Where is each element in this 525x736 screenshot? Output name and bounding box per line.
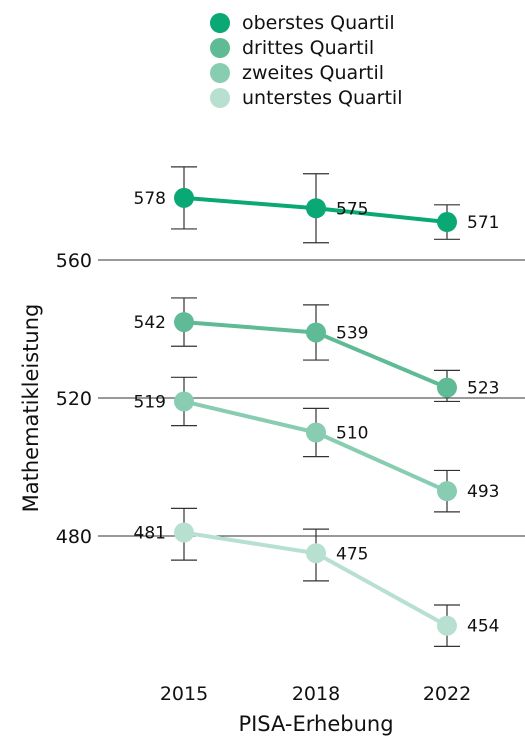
data-label: 493 [467,482,499,502]
series-oberstes-quartil: 578 575 571 [134,166,499,244]
x-tick-label-2022: 2022 [423,683,471,705]
x-axis-title: PISA-Erhebung [238,712,393,736]
legend-item-drittes-quartil: drittes Quartil [210,35,402,60]
series-layer: 578 575 571 542 539 523 519 510 493 481 475 454 [134,166,499,648]
data-label: 454 [467,617,499,637]
y-tick-label-480: 480 [56,526,92,548]
data-point [437,212,457,233]
data-label: 542 [134,313,166,333]
series-drittes-quartil: 542 539 523 [134,297,499,403]
legend-label-unterstes-quartil: unterstes Quartil [242,86,403,109]
legend-marker-zweites-quartil-icon [210,62,230,83]
data-label: 510 [336,424,368,444]
legend-label-oberstes-quartil: oberstes Quartil [242,11,395,34]
data-label: 475 [336,544,368,564]
data-point [306,198,326,219]
data-label: 578 [134,189,166,209]
legend-marker-unterstes-quartil-icon [210,87,230,108]
y-tick-label-560: 560 [56,250,92,272]
data-point [174,522,194,543]
data-label: 575 [336,199,368,219]
y-axis-title: Mathematikleistung [19,304,43,513]
x-axis: 2015 2018 2022 [160,683,471,705]
x-tick-label-2018: 2018 [292,683,340,705]
series-zweites-quartil: 519 510 493 [134,376,499,513]
data-point [174,312,194,333]
legend-marker-drittes-quartil-icon [210,37,230,58]
data-point [437,615,457,636]
data-point [306,422,326,443]
grid: 480 520 560 [56,250,525,548]
legend-label-zweites-quartil: zweites Quartil [242,61,385,84]
data-label: 481 [134,524,166,544]
x-tick-label-2015: 2015 [160,683,208,705]
legend-item-oberstes-quartil: oberstes Quartil [210,10,402,35]
data-point [437,481,457,502]
data-label: 523 [467,379,499,399]
data-point [174,187,194,208]
legend-label-drittes-quartil: drittes Quartil [242,36,375,59]
legend-item-zweites-quartil: zweites Quartil [210,60,402,85]
data-label: 519 [134,392,166,412]
legend-marker-oberstes-quartil-icon [210,12,230,33]
legend: oberstes Quartil drittes Quartil zweites… [210,10,402,110]
data-label: 539 [336,323,368,343]
data-point [306,322,326,343]
data-point [306,543,326,564]
data-point [437,377,457,398]
y-tick-label-520: 520 [56,388,92,410]
legend-item-unterstes-quartil: unterstes Quartil [210,85,402,110]
data-point [174,391,194,412]
data-label: 571 [467,213,499,233]
series-unterstes-quartil: 481 475 454 [134,507,499,648]
